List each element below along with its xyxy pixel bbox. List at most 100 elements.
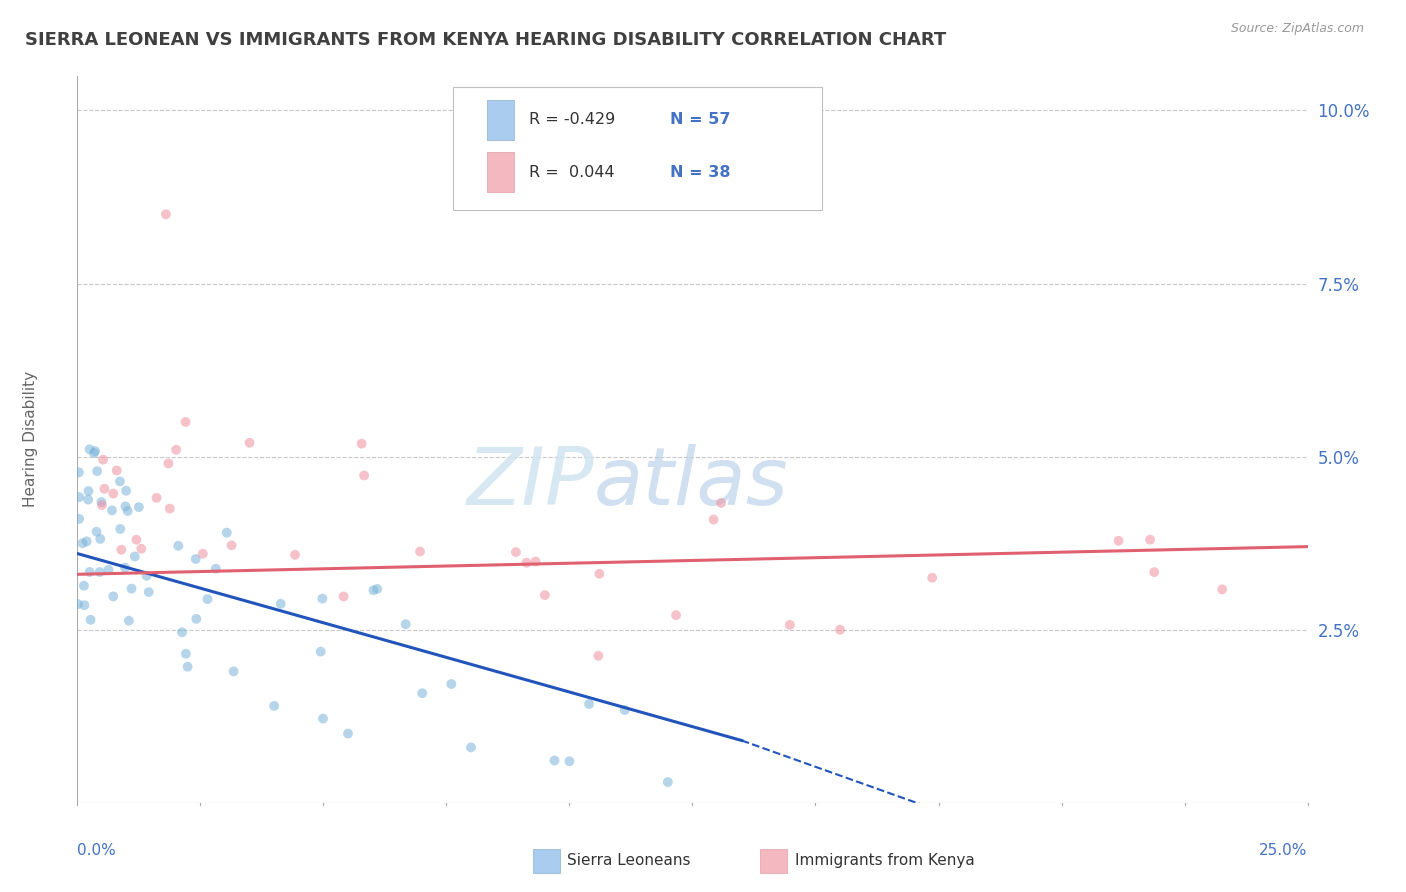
Point [332,590,354,604]
Point [117,504,139,518]
Point [440,677,463,691]
Text: ZIP: ZIP [467,444,595,522]
Point [83,446,105,460]
Point [460,740,482,755]
Point [79,613,101,627]
Point [215,525,238,540]
Point [703,512,725,526]
Point [170,625,193,640]
Point [665,608,688,623]
Bar [486,153,515,192]
Point [128,500,150,515]
Point [79,565,101,579]
Point [515,556,537,570]
Point [73,598,96,612]
Text: Source: ZipAtlas.com: Source: ZipAtlas.com [1230,22,1364,36]
Point [409,544,432,558]
Point [588,566,610,581]
Point [613,703,636,717]
Point [91,452,114,467]
Point [93,482,115,496]
Point [505,545,527,559]
Point [1108,533,1130,548]
Point [710,496,733,510]
Point [67,466,90,480]
Point [155,207,177,221]
Point [72,536,94,550]
Point [67,490,90,504]
Point [779,618,801,632]
Point [110,522,132,536]
Point [114,500,136,514]
Point [197,592,219,607]
Text: atlas: atlas [595,444,789,522]
Point [1139,533,1161,547]
Point [108,475,131,489]
Point [131,541,153,556]
Point [830,623,852,637]
Point [105,463,128,477]
Text: Hearing Disability: Hearing Disability [22,371,38,508]
Point [657,775,679,789]
Point [101,503,124,517]
Point [86,524,108,539]
Bar [761,848,787,873]
Point [411,686,433,700]
Point [159,501,181,516]
Point [543,754,565,768]
Text: N = 38: N = 38 [671,165,731,179]
Point [77,483,100,498]
Point [263,698,285,713]
Point [350,436,373,450]
Point [222,665,245,679]
Point [337,726,360,740]
Point [578,697,600,711]
Point [311,591,333,606]
Point [103,590,125,604]
Point [90,495,112,509]
Point [191,547,214,561]
Text: SIERRA LEONEAN VS IMMIGRANTS FROM KENYA HEARING DISABILITY CORRELATION CHART: SIERRA LEONEAN VS IMMIGRANTS FROM KENYA … [25,31,946,49]
Point [77,492,100,507]
Point [121,582,143,596]
Point [145,491,167,505]
Point [312,712,335,726]
Point [165,442,187,457]
Point [103,486,125,500]
Point [309,645,332,659]
Point [588,648,610,663]
Point [174,415,197,429]
Point [66,597,89,611]
Text: R = -0.429: R = -0.429 [529,112,614,128]
Point [124,549,146,564]
Point [89,565,111,579]
Point [524,555,547,569]
Point [73,579,96,593]
Bar [486,100,515,140]
Point [67,512,90,526]
Point [184,552,207,566]
Bar [533,848,560,873]
Point [395,617,418,632]
Point [167,539,190,553]
Point [921,571,943,585]
Text: Immigrants from Kenya: Immigrants from Kenya [794,854,974,869]
Point [90,498,114,512]
Point [115,483,138,498]
FancyBboxPatch shape [453,87,821,211]
Point [176,659,198,673]
Point [110,542,132,557]
Point [157,457,180,471]
Point [135,569,157,583]
Point [76,534,98,549]
Point [138,585,160,599]
Point [118,614,141,628]
Point [221,538,243,552]
Point [270,597,292,611]
Point [125,533,148,547]
Point [363,583,385,598]
Text: 25.0%: 25.0% [1260,843,1308,858]
Point [534,588,557,602]
Point [186,612,208,626]
Point [284,548,307,562]
